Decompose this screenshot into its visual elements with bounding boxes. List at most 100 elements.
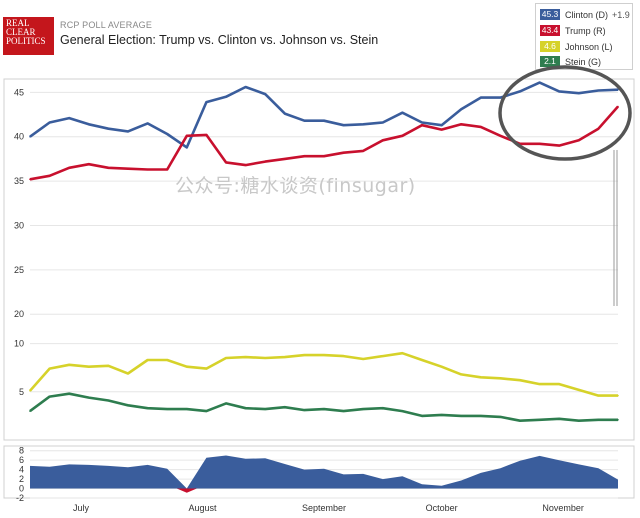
data-point — [186, 365, 188, 368]
legend-value-clinton: 45.3 — [540, 9, 560, 20]
data-point — [538, 143, 541, 145]
chart-title: General Election: Trump vs. Clinton vs. … — [60, 33, 379, 47]
x-tick-label: August — [188, 503, 217, 513]
data-point — [127, 404, 129, 407]
legend-item-stein[interactable]: 2.1 Stein (G) — [540, 55, 601, 68]
data-point — [362, 358, 365, 360]
data-point — [303, 409, 306, 411]
panel-frame — [3, 78, 635, 441]
data-point — [146, 168, 149, 171]
data-point — [264, 357, 267, 359]
legend: 45.3 Clinton (D) +1.9 43.4 Trump (R) 4.6… — [535, 3, 633, 70]
data-point — [499, 377, 502, 380]
data-point — [29, 390, 31, 392]
data-point — [205, 367, 208, 370]
data-point — [617, 394, 619, 397]
legend-value-stein: 2.1 — [540, 56, 560, 67]
data-point — [205, 134, 208, 136]
data-point — [460, 415, 463, 417]
data-point — [440, 414, 443, 416]
data-point — [382, 121, 384, 124]
legend-value-trump: 43.4 — [540, 25, 560, 36]
data-point — [597, 394, 600, 397]
spread-negative-area — [176, 488, 197, 493]
data-point — [186, 408, 188, 410]
data-point — [323, 155, 325, 157]
legend-change-clinton: +1.9 — [612, 9, 630, 20]
data-point — [186, 146, 188, 149]
data-point — [284, 158, 286, 160]
data-point — [421, 359, 423, 361]
data-point — [284, 112, 286, 115]
data-point — [558, 144, 560, 147]
y-tick-label: 40 — [14, 132, 24, 142]
data-point — [440, 124, 443, 126]
data-point — [597, 419, 600, 421]
data-point — [244, 86, 247, 88]
x-tick-label: November — [542, 503, 584, 513]
data-point — [499, 416, 502, 418]
data-point — [480, 96, 482, 99]
data-point — [205, 101, 208, 103]
y-tick-label: 8 — [19, 446, 24, 456]
data-point — [578, 92, 580, 94]
data-point — [597, 127, 600, 130]
data-point — [617, 105, 619, 108]
data-point — [617, 88, 619, 91]
data-point — [29, 410, 31, 412]
data-point — [225, 402, 227, 405]
data-point — [382, 139, 384, 142]
data-point — [244, 356, 247, 358]
data-point — [88, 365, 90, 368]
data-point — [440, 365, 443, 368]
data-point — [303, 354, 306, 356]
data-point — [146, 407, 149, 410]
data-point — [68, 167, 70, 169]
data-point — [578, 139, 580, 142]
data-point — [166, 168, 168, 171]
data-point — [68, 117, 70, 119]
watermark-text: 公众号:糖水谈资(finsugar) — [175, 175, 416, 197]
data-point — [166, 408, 168, 410]
data-point — [107, 167, 110, 169]
data-point — [225, 161, 227, 164]
data-point — [362, 150, 365, 152]
highlight-ellipse — [498, 65, 632, 161]
data-point — [264, 408, 267, 410]
data-point — [88, 163, 90, 165]
data-point — [107, 399, 110, 402]
legend-item-clinton[interactable]: 45.3 Clinton (D) +1.9 — [540, 8, 630, 21]
data-point — [48, 367, 51, 370]
data-point — [303, 119, 306, 122]
data-point — [480, 376, 482, 379]
data-point — [88, 123, 90, 126]
data-point — [127, 130, 129, 133]
data-point — [421, 124, 423, 126]
series-line — [29, 392, 618, 422]
data-point — [29, 135, 31, 138]
data-point — [303, 155, 306, 157]
y-tick-label: -2 — [16, 493, 24, 503]
data-point — [323, 408, 325, 410]
data-point — [244, 407, 247, 410]
data-point — [342, 124, 345, 126]
data-point — [401, 410, 404, 412]
data-point — [323, 354, 325, 356]
legend-item-trump[interactable]: 43.4 Trump (R) — [540, 24, 606, 37]
data-point — [401, 352, 404, 355]
y-tick-label: 10 — [14, 339, 24, 349]
data-point — [421, 415, 423, 417]
data-point — [146, 122, 149, 125]
legend-item-johnson[interactable]: 4.6 Johnson (L) — [540, 40, 613, 53]
y-tick-label: 25 — [14, 265, 24, 275]
rcp-logo[interactable]: REAL CLEAR POLITICS — [3, 17, 54, 55]
data-point — [146, 359, 149, 361]
legend-label-stein: Stein (G) — [565, 56, 602, 67]
data-point — [480, 415, 482, 417]
data-point — [538, 419, 541, 421]
legend-label-clinton: Clinton (D) — [565, 9, 609, 20]
data-point — [480, 126, 482, 128]
y-tick-label: 5 — [19, 387, 24, 397]
data-point — [538, 383, 541, 385]
